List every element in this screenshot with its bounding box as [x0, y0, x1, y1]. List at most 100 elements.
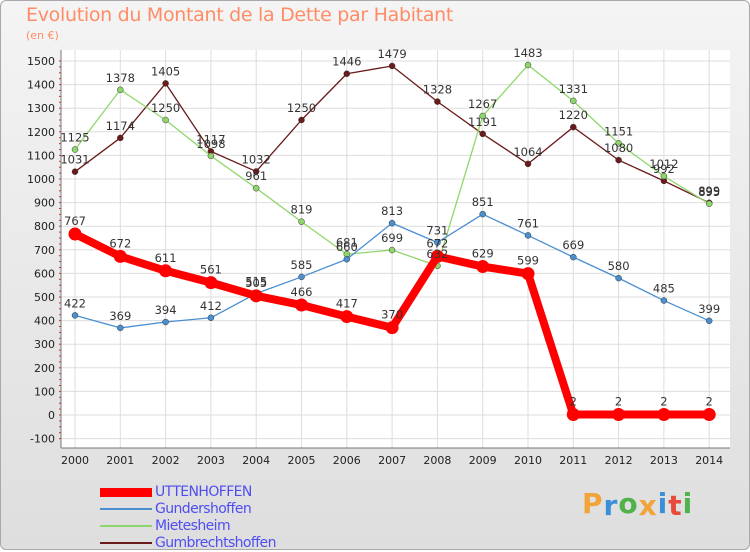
data-label: 1405	[151, 64, 180, 78]
data-point	[71, 168, 79, 175]
data-point	[388, 219, 396, 227]
y-tick-label: 0	[48, 409, 55, 422]
x-tick-label: 2004	[242, 454, 270, 467]
y-tick-label: 1200	[27, 126, 55, 139]
data-point	[479, 130, 486, 138]
data-point	[524, 232, 532, 239]
y-tick-label: 800	[34, 220, 55, 233]
data-point	[479, 112, 486, 120]
data-label: 412	[200, 299, 222, 313]
data-label: 1378	[106, 71, 135, 85]
data-point	[524, 61, 532, 69]
data-point	[68, 227, 82, 241]
data-point	[298, 273, 305, 281]
data-label: 899	[698, 184, 720, 198]
data-point	[388, 62, 396, 70]
x-tick-label: 2009	[469, 454, 497, 467]
data-point	[252, 168, 260, 175]
y-tick-label: 700	[34, 244, 55, 257]
data-point	[298, 218, 305, 225]
data-point	[207, 314, 215, 322]
data-label: 761	[517, 216, 539, 230]
data-label: 851	[472, 195, 494, 209]
data-label: 629	[472, 247, 494, 261]
data-label: 2	[570, 395, 577, 409]
chart-title: Evolution du Montant de la Dette par Hab…	[26, 4, 454, 26]
x-tick-label: 2006	[333, 454, 361, 467]
data-label: 485	[653, 282, 675, 296]
data-point	[388, 246, 396, 254]
data-label: 370	[381, 308, 403, 322]
data-point	[295, 298, 308, 312]
data-label: 599	[517, 254, 539, 268]
data-label: 505	[245, 276, 267, 290]
y-tick-label: 1300	[27, 102, 55, 115]
data-label: 417	[336, 297, 358, 311]
x-tick-label: 2003	[197, 454, 225, 467]
data-point	[705, 200, 713, 208]
data-label: 632	[426, 247, 448, 261]
x-tick-label: 2013	[650, 454, 678, 467]
data-point	[159, 264, 173, 278]
x-tick-label: 2014	[695, 454, 723, 467]
data-label: 580	[608, 259, 630, 273]
data-label: 672	[109, 236, 131, 250]
legend-swatch	[100, 487, 152, 497]
data-label: 819	[291, 203, 313, 217]
data-label: 1032	[242, 152, 271, 166]
data-label: 1064	[513, 145, 542, 159]
logo-letter: o	[618, 487, 639, 520]
data-label: 660	[336, 240, 358, 254]
data-label: 1125	[60, 131, 89, 145]
data-label: 399	[698, 302, 720, 316]
data-label: 2	[615, 395, 622, 409]
legend-swatch	[100, 525, 152, 527]
data-label: 813	[381, 204, 403, 218]
data-point	[570, 97, 577, 105]
data-point	[615, 140, 622, 147]
data-point	[570, 123, 577, 131]
data-point	[660, 297, 668, 304]
data-point	[434, 98, 441, 105]
x-tick-label: 2010	[514, 454, 542, 467]
data-point	[204, 276, 218, 290]
data-point	[524, 160, 532, 168]
logo-letter: i	[682, 487, 694, 520]
x-tick-label: 2002	[152, 454, 180, 467]
data-label: 1151	[604, 124, 633, 138]
legend-label: Gumbrechtshoffen	[155, 535, 276, 551]
data-label: 1220	[559, 108, 588, 122]
data-label: 1117	[196, 132, 225, 146]
data-point	[705, 317, 713, 325]
y-tick-label: 400	[34, 315, 55, 328]
x-tick-label: 2007	[378, 454, 406, 467]
data-label: 1031	[60, 153, 89, 167]
data-point	[340, 310, 354, 324]
data-point	[117, 324, 124, 332]
data-point	[476, 260, 490, 274]
data-label: 585	[291, 258, 313, 272]
data-label: 681	[336, 235, 358, 249]
data-point	[207, 152, 215, 160]
data-label: 422	[64, 296, 86, 310]
y-tick-label: -100	[30, 433, 55, 446]
data-label: 767	[64, 214, 86, 228]
data-label: 1191	[468, 115, 497, 129]
data-point	[385, 321, 399, 335]
y-tick-label: 1400	[27, 79, 55, 92]
x-tick-label: 2005	[288, 454, 316, 467]
data-point	[162, 116, 169, 124]
data-label: 1012	[649, 157, 678, 171]
x-tick-label: 2012	[605, 454, 633, 467]
data-label: 394	[155, 303, 177, 317]
y-tick-label: 1500	[27, 55, 55, 68]
data-point	[71, 312, 79, 319]
y-tick-label: 200	[34, 362, 55, 375]
y-tick-label: 100	[34, 385, 55, 398]
data-label: 561	[200, 263, 222, 277]
data-point	[566, 408, 580, 422]
data-point	[521, 267, 535, 281]
data-label: 1479	[377, 47, 406, 61]
data-point	[570, 253, 577, 261]
